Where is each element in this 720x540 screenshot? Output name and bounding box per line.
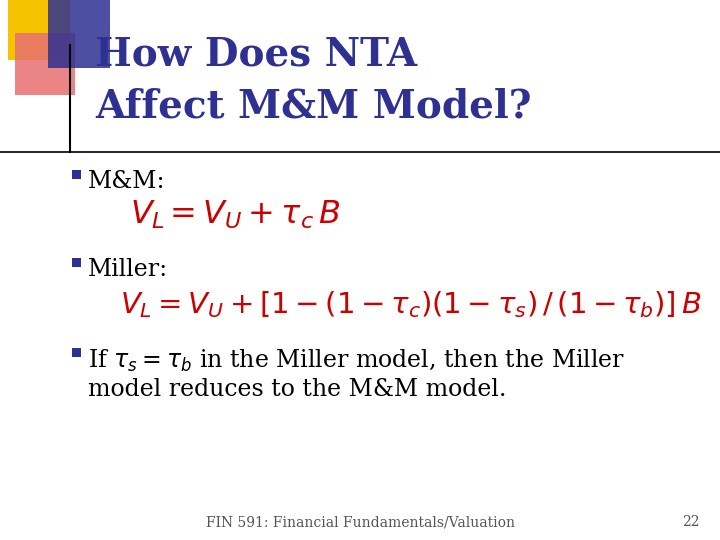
Bar: [72, 348, 81, 357]
Text: $= V_U + \tau_c\, B$: $= V_U + \tau_c\, B$: [163, 199, 341, 231]
Text: model reduces to the M&M model.: model reduces to the M&M model.: [88, 378, 506, 401]
Text: $V_L$: $V_L$: [130, 199, 165, 231]
Text: How Does NTA: How Does NTA: [95, 35, 417, 73]
Text: 22: 22: [683, 515, 700, 529]
Text: Miller:: Miller:: [88, 258, 168, 281]
Text: If $\tau_s = \tau_b$ in the Miller model, then the Miller: If $\tau_s = \tau_b$ in the Miller model…: [88, 348, 625, 374]
Bar: [48, 0, 110, 68]
Bar: [72, 170, 81, 179]
Text: M&M:: M&M:: [88, 170, 166, 193]
Text: Affect M&M Model?: Affect M&M Model?: [95, 88, 531, 126]
Bar: [8, 0, 70, 60]
Text: $V_L = V_U + [1 - (1 - \tau_c)(1 - \tau_s)\,/\,(1 - \tau_b)]\,B$: $V_L = V_U + [1 - (1 - \tau_c)(1 - \tau_…: [120, 289, 701, 320]
Bar: [72, 258, 81, 267]
Bar: [15, 33, 75, 95]
Text: FIN 591: Financial Fundamentals/Valuation: FIN 591: Financial Fundamentals/Valuatio…: [205, 515, 515, 529]
